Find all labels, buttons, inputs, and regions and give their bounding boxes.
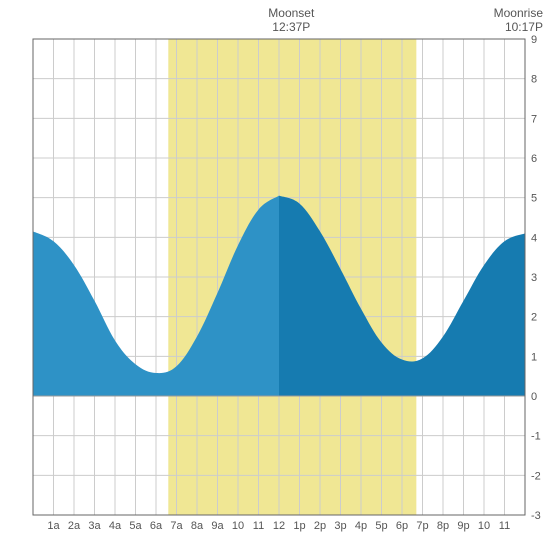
x-tick-label: 10 [478,520,490,532]
x-tick-label: 10 [232,520,244,532]
tide-chart: 1a2a3a4a5a6a7a8a9a1011121p2p3p4p5p6p7p8p… [5,5,545,545]
y-tick-label: 5 [531,193,537,205]
y-tick-label: 4 [531,232,537,244]
x-tick-label: 4a [109,520,122,532]
moonrise-time: 10:17P [505,20,543,34]
y-tick-label: 0 [531,391,537,403]
x-tick-label: 3p [334,520,346,532]
x-tick-label: 8a [191,520,204,532]
x-tick-label: 12 [273,520,285,532]
x-tick-label: 1p [293,520,305,532]
moonset-label: Moonset [268,6,315,20]
x-tick-label: 4p [355,520,367,532]
moonrise-label: Moonrise [494,6,544,20]
y-tick-label: 2 [531,312,537,324]
x-tick-label: 7p [416,520,428,532]
y-tick-label: 8 [531,74,537,86]
x-tick-label: 2p [314,520,326,532]
y-tick-label: -2 [531,470,541,482]
x-tick-label: 7a [170,520,183,532]
moonset-time: 12:37P [272,20,310,34]
x-tick-label: 8p [437,520,449,532]
y-tick-label: 7 [531,113,537,125]
x-tick-label: 6p [396,520,408,532]
chart-svg: 1a2a3a4a5a6a7a8a9a1011121p2p3p4p5p6p7p8p… [5,5,545,545]
x-tick-label: 6a [150,520,163,532]
y-tick-label: -1 [531,431,541,443]
y-tick-label: 6 [531,153,537,165]
x-tick-label: 3a [88,520,101,532]
x-tick-label: 11 [253,520,264,532]
y-tick-label: -3 [531,510,541,522]
y-tick-label: 3 [531,272,537,284]
x-tick-label: 2a [68,520,81,532]
y-tick-label: 9 [531,34,537,46]
x-tick-label: 11 [499,520,510,532]
x-tick-label: 5a [129,520,142,532]
x-tick-label: 5p [375,520,387,532]
x-tick-label: 9p [457,520,469,532]
y-tick-label: 1 [531,351,537,363]
x-tick-label: 9a [211,520,224,532]
x-tick-label: 1a [47,520,60,532]
